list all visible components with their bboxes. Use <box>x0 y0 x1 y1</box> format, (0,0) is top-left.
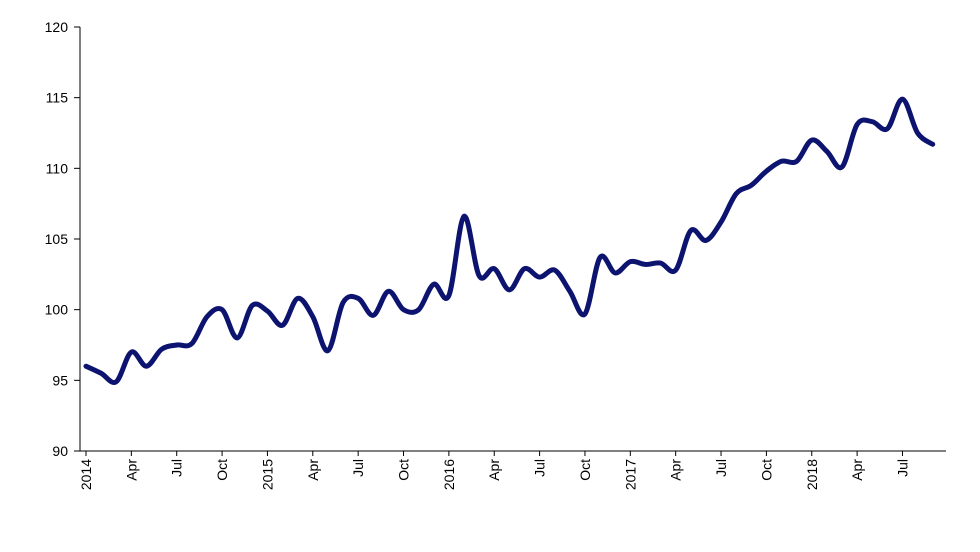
x-tick-label: Apr <box>305 459 321 481</box>
x-tick-label: Jul <box>350 459 366 477</box>
data-point <box>568 289 572 293</box>
data-point <box>538 275 542 279</box>
x-tick-label: 2016 <box>441 459 457 490</box>
data-point <box>916 131 920 135</box>
data-point <box>477 274 481 278</box>
data-point <box>840 165 844 169</box>
data-point <box>749 183 753 187</box>
data-point <box>583 312 587 316</box>
data-point <box>205 315 209 319</box>
x-tick-label: Apr <box>123 459 139 481</box>
data-point <box>190 342 194 346</box>
data-point <box>900 97 904 101</box>
y-tick-label: 90 <box>52 443 68 459</box>
data-point <box>855 123 859 127</box>
data-point <box>780 159 784 163</box>
x-tick-label: 2018 <box>804 459 820 490</box>
x-tick-label: 2014 <box>78 459 94 490</box>
series-line-0 <box>83 96 936 385</box>
x-tick-label: Jul <box>713 459 729 477</box>
x-tick-label: Jul <box>169 459 185 477</box>
data-point <box>628 260 632 264</box>
y-tick-label: 115 <box>46 90 69 106</box>
data-point <box>250 303 254 307</box>
data-point <box>432 282 436 286</box>
y-axis: 90 95 100 105 110 115 120 <box>45 19 81 459</box>
data-point <box>311 315 315 319</box>
data-point <box>220 308 224 312</box>
data-point <box>84 364 88 368</box>
x-axis: 2014 Apr Jul Oct 2015 Apr Jul Oct 2016 Apr Jul Oct 2… <box>78 450 946 490</box>
data-point <box>870 120 874 124</box>
data-point <box>235 336 239 340</box>
data-point <box>689 229 693 233</box>
x-tick-label: Jul <box>894 459 910 477</box>
data-point <box>462 214 466 218</box>
data-point <box>265 309 269 313</box>
x-tick-label: 2017 <box>622 459 638 490</box>
x-tick-label: Oct <box>214 459 230 481</box>
data-point <box>764 169 768 173</box>
y-tick-label: 120 <box>45 19 69 35</box>
data-point <box>160 347 164 351</box>
y-tick-label: 105 <box>45 231 69 247</box>
data-point <box>371 313 375 317</box>
data-point <box>341 301 345 305</box>
data-point <box>99 371 103 375</box>
x-tick-label: Jul <box>532 459 548 477</box>
plot-area <box>83 96 936 385</box>
data-point <box>674 268 678 272</box>
data-point <box>795 159 799 163</box>
data-point <box>386 289 390 293</box>
x-tick-label: Oct <box>577 459 593 481</box>
x-tick-label: Apr <box>849 459 865 481</box>
y-tick-label: 110 <box>46 160 69 176</box>
x-tick-label: Oct <box>758 459 774 481</box>
data-point <box>734 192 738 196</box>
data-point <box>643 262 647 266</box>
data-point <box>175 343 179 347</box>
data-point <box>492 267 496 271</box>
data-point <box>447 294 451 298</box>
data-point <box>659 261 663 265</box>
data-point <box>402 308 406 312</box>
data-point <box>507 288 511 292</box>
data-point <box>598 255 602 259</box>
y-tick-label: 100 <box>45 302 69 318</box>
data-point <box>522 267 526 271</box>
data-point <box>326 349 330 353</box>
data-point <box>810 138 814 142</box>
x-tick-label: Apr <box>486 459 502 481</box>
data-point <box>825 149 829 153</box>
data-point <box>885 127 889 131</box>
data-point <box>296 296 300 300</box>
data-point <box>613 271 617 275</box>
data-point <box>144 364 148 368</box>
x-tick-label: Oct <box>396 459 412 481</box>
x-tick-label: Apr <box>668 459 684 481</box>
y-tick-label: 95 <box>52 372 68 388</box>
data-point <box>114 380 118 384</box>
data-point <box>417 308 421 312</box>
data-point <box>704 238 708 242</box>
data-point <box>281 323 285 327</box>
data-point <box>931 142 935 146</box>
data-point <box>129 350 133 354</box>
data-point <box>356 296 360 300</box>
data-point <box>719 220 723 224</box>
x-tick-label: 2015 <box>259 459 275 490</box>
data-point <box>553 268 557 272</box>
